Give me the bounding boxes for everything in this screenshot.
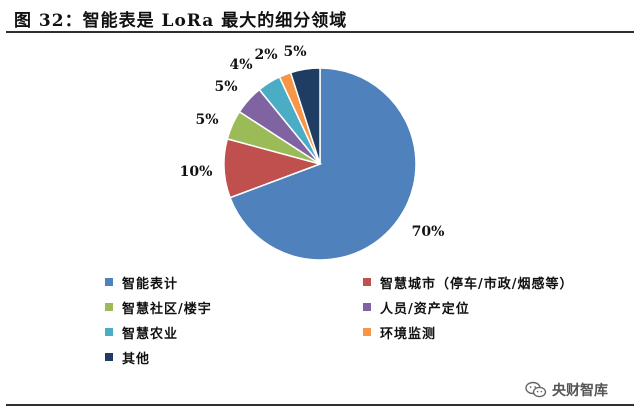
wechat-icon	[525, 381, 547, 398]
bottom-divider	[6, 404, 634, 406]
legend-swatch	[105, 328, 113, 336]
figure-title: 图 32：智能表是 LoRa 最大的细分领域	[14, 11, 348, 31]
legend-label: 人员/资产定位	[380, 301, 470, 317]
data-label: 10%	[180, 164, 213, 180]
legend-item: 智慧农业	[105, 322, 178, 342]
legend-item: 其他	[105, 347, 150, 367]
legend-item: 智能表计	[105, 272, 178, 292]
legend-label: 智慧农业	[122, 326, 179, 342]
legend-label: 智慧社区/楼宇	[122, 301, 212, 317]
pie-chart: 70% 10% 5% 5% 4%2% 5%	[180, 44, 445, 261]
pie-slice	[229, 67, 417, 261]
data-label: 5%	[195, 112, 218, 128]
legend-item: 智慧城市（停车/市政/烟感等）	[363, 272, 574, 292]
figure-title-bar: 图 32：智能表是 LoRa 最大的细分领域	[6, 5, 634, 33]
title-divider	[6, 31, 634, 33]
legend-label: 其他	[122, 351, 151, 367]
data-label: 5%	[214, 79, 237, 95]
legend-item: 智慧社区/楼宇	[105, 297, 212, 317]
data-label: 4%	[229, 57, 252, 73]
legend-item: 人员/资产定位	[363, 297, 470, 317]
legend-swatch	[105, 278, 113, 286]
legend-label: 环境监测	[380, 326, 437, 342]
legend-label: 智慧城市（停车/市政/烟感等）	[380, 276, 574, 292]
legend-swatch	[363, 278, 371, 286]
legend-swatch	[105, 303, 113, 311]
legend-swatch	[105, 353, 113, 361]
legend-label: 智能表计	[122, 276, 179, 292]
watermark-text: 央财智库	[552, 383, 608, 399]
data-label: 2%	[254, 47, 277, 63]
legend-swatch	[363, 328, 371, 336]
data-label: 5%	[283, 44, 306, 60]
watermark: 央财智库	[525, 380, 608, 400]
data-label: 70%	[412, 224, 445, 240]
legend-item: 环境监测	[363, 322, 436, 342]
legend-swatch	[363, 303, 371, 311]
pie-slice	[289, 67, 321, 165]
